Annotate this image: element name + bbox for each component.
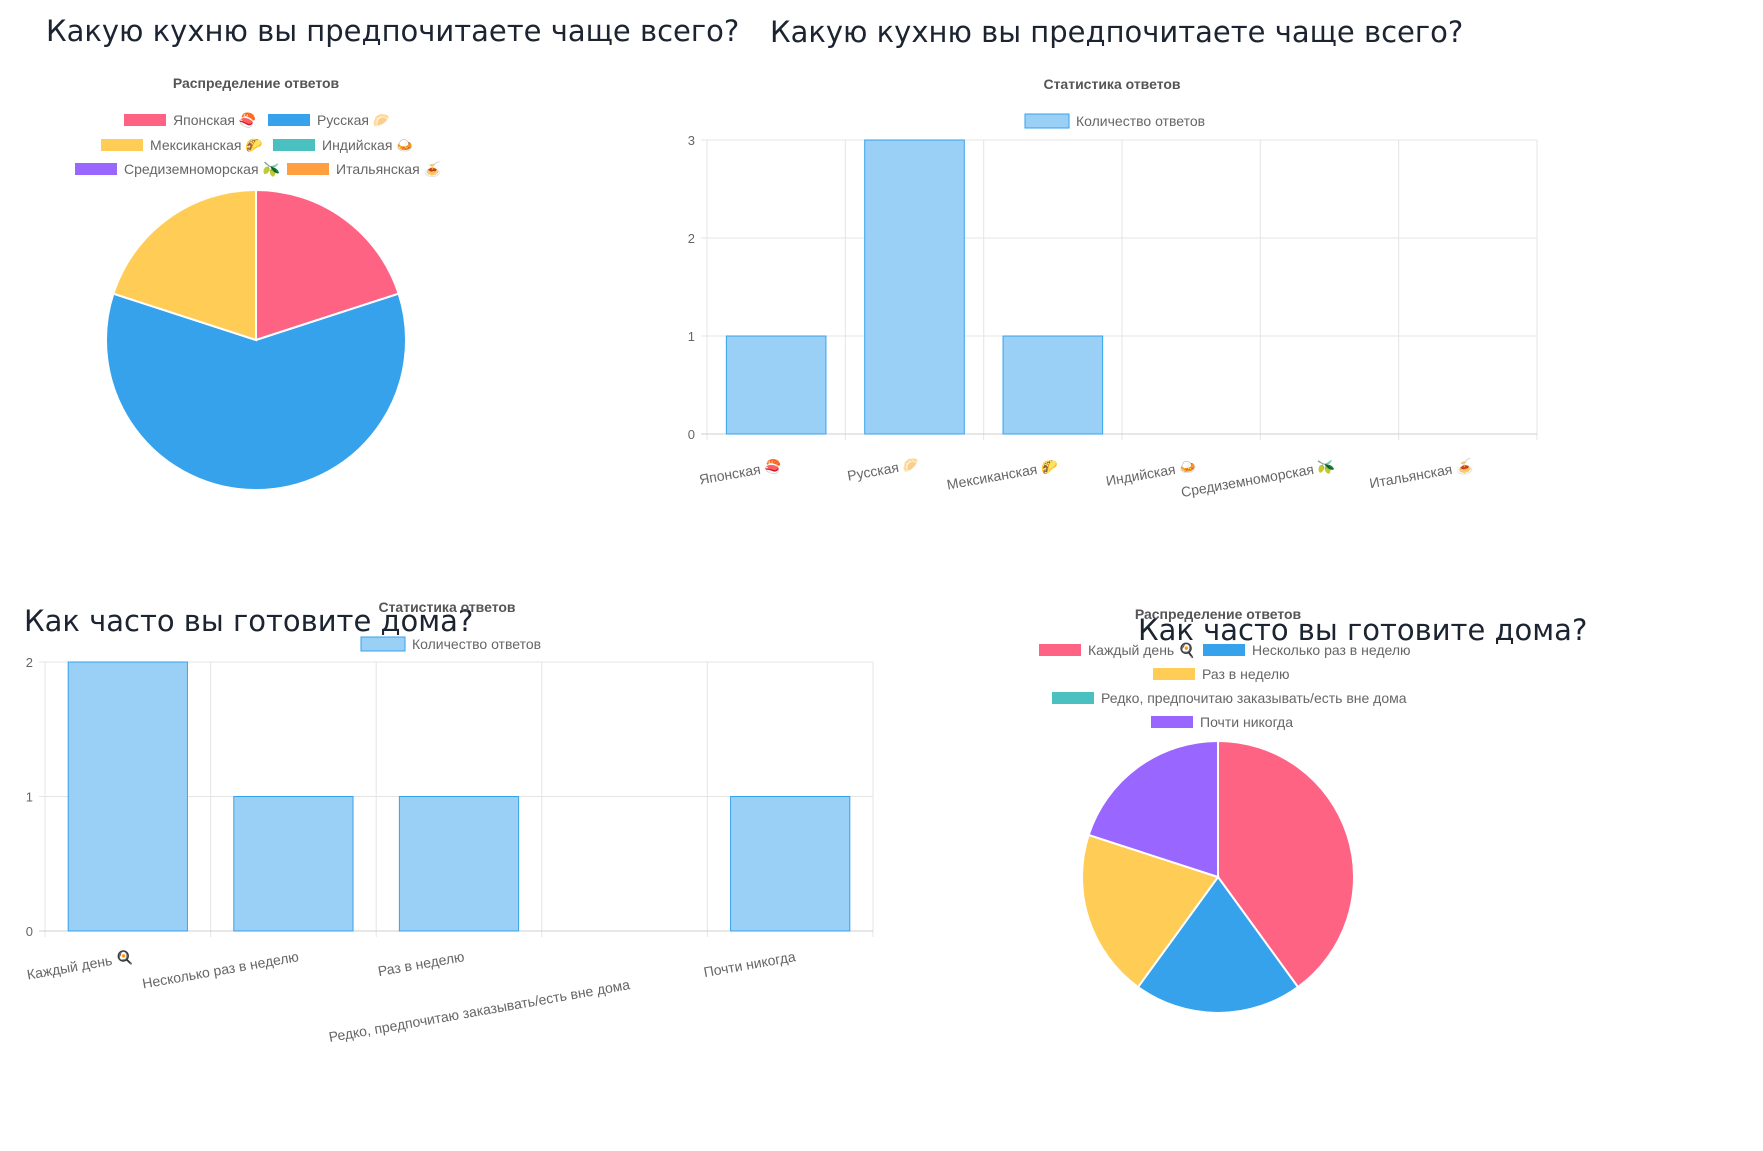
x-tick-label: Средиземноморская 🫒 <box>1180 456 1337 501</box>
y-tick-label: 0 <box>26 924 33 939</box>
legend-label: Почти никогда <box>1200 714 1293 730</box>
chart-subtitle: Статистика ответов <box>378 599 515 615</box>
chart-subtitle: Распределение ответов <box>1135 606 1302 622</box>
cooking-pie-panel: Как часто вы готовите дома? Распределени… <box>1039 590 1763 1151</box>
legend-swatch <box>1153 668 1195 680</box>
legend-label: Раз в неделю <box>1202 666 1290 682</box>
legend-swatch <box>1052 692 1094 704</box>
bar <box>725 335 827 435</box>
pie-slice <box>255 188 400 342</box>
cooking-bar-title: Как часто вы готовите дома? <box>24 604 474 638</box>
bar <box>233 796 354 932</box>
pie-slice <box>1087 739 1219 879</box>
pie-slice <box>1081 833 1220 989</box>
legend-swatch <box>101 139 143 151</box>
y-tick-label: 2 <box>26 655 33 670</box>
bar <box>398 796 520 932</box>
x-tick-label: Русская 🥟 <box>846 455 921 483</box>
chart-subtitle: Статистика ответов <box>1043 76 1180 92</box>
x-tick-label: Японская 🍣 <box>698 456 783 488</box>
legend-label: Редко, предпочитаю заказывать/есть вне д… <box>1101 690 1407 706</box>
y-tick-label: 0 <box>688 427 695 442</box>
cuisine-pie-title: Какую кухню вы предпочитаете чаще всего? <box>46 14 740 48</box>
cooking-pie-title: Как часто вы готовите дома? <box>1138 613 1588 647</box>
legend-label: Японская 🍣 <box>173 111 256 129</box>
legend-label: Мексиканская 🌮 <box>150 137 263 153</box>
cuisine-bar-chart: Статистика ответов Количество ответов 0 1 2 3… <box>688 76 1538 501</box>
legend-swatch <box>273 139 315 151</box>
legend-swatch <box>1024 113 1070 129</box>
legend-label: Итальянская 🍝 <box>336 161 441 178</box>
x-tick-label: Редко, предпочитаю заказывать/есть вне д… <box>327 976 631 1045</box>
legend-label: Русская 🥟 <box>317 112 390 128</box>
pie-slice <box>1136 875 1300 1015</box>
cooking-pie-chart: Распределение ответов Каждый день 🍳 Нескол… <box>1039 606 1411 1015</box>
legend-swatch <box>287 163 329 175</box>
bar <box>67 661 188 932</box>
cuisine-bar-title: Какую кухню вы предпочитаете чаще всего? <box>770 15 1464 49</box>
bar <box>730 796 851 932</box>
legend-label: Количество ответов <box>412 636 541 652</box>
pie-slice <box>105 292 407 491</box>
chart-subtitle: Распределение ответов <box>173 75 340 91</box>
legend-swatch <box>124 114 166 126</box>
x-tick-label: Почти никогда <box>702 948 797 980</box>
pie-slice <box>112 188 257 342</box>
x-tick-label: Раз в неделю <box>377 948 466 979</box>
bar <box>1002 335 1104 435</box>
cuisine-pie-panel: Какую кухню вы предпочитаете чаще всего?… <box>0 0 739 560</box>
legend-swatch <box>75 163 117 175</box>
legend-swatch <box>1151 716 1193 728</box>
x-tick-label: Несколько раз в неделю <box>141 948 300 991</box>
x-tick-label: Каждый день 🍳 <box>26 948 135 983</box>
y-tick-label: 3 <box>688 133 695 148</box>
legend-label: Средиземноморская 🫒 <box>124 160 280 178</box>
legend-swatch <box>268 114 310 126</box>
x-tick-label: Итальянская 🍝 <box>1368 457 1474 492</box>
y-tick-label: 1 <box>688 329 695 344</box>
cooking-bar-chart: Статистика ответов Количество ответов 0 1 2 К… <box>26 599 874 1045</box>
legend-label: Количество ответов <box>1076 113 1205 129</box>
cooking-bar-panel: Как часто вы готовите дома? Статистика о… <box>0 590 1000 1151</box>
x-tick-label: Мексиканская 🌮 <box>946 457 1060 492</box>
cuisine-bar-panel: Какую кухню вы предпочитаете чаще всего?… <box>688 0 1763 560</box>
legend-swatch <box>1203 644 1245 656</box>
legend-swatch <box>1039 644 1081 656</box>
legend-label: Несколько раз в неделю <box>1252 642 1411 658</box>
cuisine-pie-chart: Распределение ответов Японская 🍣 Русская 🥟… <box>75 75 441 491</box>
legend-swatch <box>360 636 406 652</box>
legend-label: Индийская 🍛 <box>322 137 414 153</box>
y-tick-label: 2 <box>688 231 695 246</box>
legend-label: Каждый день 🍳 <box>1088 642 1196 659</box>
bar <box>864 139 965 435</box>
y-tick-label: 1 <box>26 790 33 805</box>
pie-slice <box>1217 739 1355 989</box>
